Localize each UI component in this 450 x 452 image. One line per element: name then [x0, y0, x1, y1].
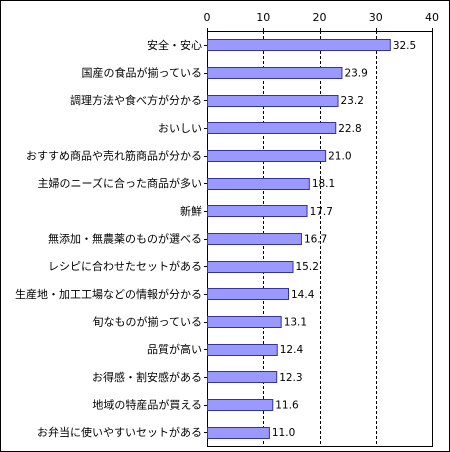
category-label: 新鮮: [180, 204, 202, 218]
value-label: 23.2: [341, 95, 364, 107]
bar: [208, 317, 282, 328]
value-label: 21.0: [328, 151, 351, 163]
value-label: 22.8: [338, 123, 361, 135]
bar: [208, 68, 342, 79]
value-label: 11.0: [272, 427, 295, 439]
value-label: 15.2: [296, 261, 319, 273]
x-tick-label: 30: [369, 11, 383, 24]
x-tick-label: 0: [204, 11, 211, 24]
value-label: 17.7: [310, 206, 333, 218]
category-label: おすすめ商品や売れ筋商品が分かる: [26, 149, 202, 163]
category-label: おいしい: [158, 122, 202, 135]
bar: [208, 206, 308, 217]
category-label: 無添加・無農薬のものが選べる: [48, 232, 202, 246]
category-label: 国産の食品が揃っている: [82, 66, 202, 80]
category-label: 主婦のニーズに合った商品が多い: [38, 176, 202, 190]
value-label: 11.6: [275, 400, 299, 412]
x-tick-label: 20: [313, 11, 327, 24]
category-label: お弁当に使いやすいセットがある: [37, 425, 202, 439]
bar: [208, 179, 310, 190]
category-label: 品質が高い: [147, 342, 202, 356]
bar: [208, 40, 391, 51]
value-label: 23.9: [344, 68, 367, 80]
bar: [208, 345, 278, 356]
x-tick-label: 10: [256, 11, 270, 24]
bar: [208, 234, 302, 245]
category-label: レシピに合わせたセットがある: [48, 259, 202, 273]
category-label: 地域の特産品が買える: [92, 398, 202, 412]
category-label: 調理方法や食べ方が分かる: [70, 93, 202, 107]
bar: [208, 372, 277, 383]
x-tick-label: 40: [425, 11, 439, 24]
value-label: 16.7: [304, 234, 327, 246]
category-label: 安全・安心: [147, 38, 202, 52]
bar: [208, 96, 339, 107]
value-label: 12.3: [279, 372, 302, 384]
category-label: 旬なものが揃っている: [93, 315, 202, 329]
value-label: 13.1: [284, 317, 307, 329]
bar: [208, 400, 273, 411]
value-label: 18.1: [312, 178, 335, 190]
value-label: 14.4: [291, 289, 315, 301]
bar: [208, 123, 336, 134]
value-label: 32.5: [393, 40, 416, 52]
category-label: 生産地・加工工場などの情報が分かる: [15, 287, 202, 301]
category-label: お得感・割安感がある: [92, 370, 202, 384]
bar: [208, 262, 294, 273]
bar: [208, 428, 270, 439]
bar: [208, 289, 289, 300]
value-label: 12.4: [280, 344, 304, 356]
bar: [208, 151, 326, 162]
